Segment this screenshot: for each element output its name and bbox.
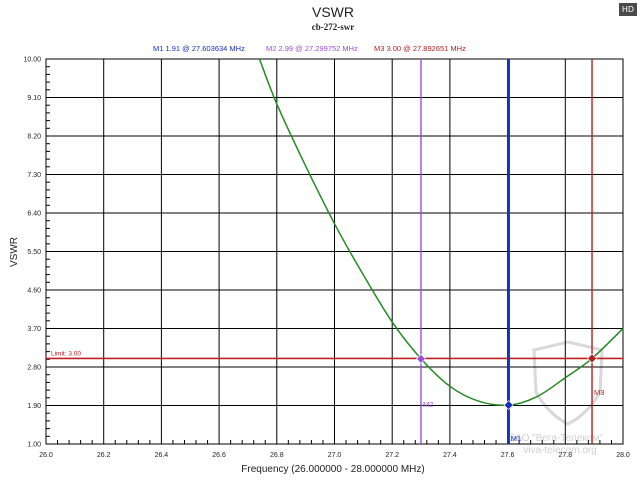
x-tick-label: 27.6 — [501, 452, 515, 459]
y-axis-label: VSWR — [9, 237, 20, 267]
x-tick-label: 27.0 — [328, 452, 342, 459]
x-tick-label: 27.8 — [558, 452, 572, 459]
chart-title: VSWR — [312, 4, 354, 20]
minor-ticks — [46, 66, 612, 444]
x-tick-label: 26.4 — [155, 452, 169, 459]
marker-legend: M1 1.91 @ 27.603634 MHz M2 2.99 @ 27.2997… — [153, 44, 466, 53]
legend-entry-m2: M2 2.99 @ 27.299752 MHz — [266, 44, 358, 53]
watermark: ЗАО "Вега-Телеком" viva-telecom.org — [509, 340, 604, 456]
legend-entry-m1: M1 1.91 @ 27.603634 MHz — [153, 44, 245, 53]
x-tick-label: 26.0 — [39, 452, 53, 459]
x-tick-labels: 26.0 26.2 26.4 26.6 26.8 27.0 27.2 27.4 27.6 27.8… — [39, 452, 630, 459]
y-tick-label: 3.70 — [27, 326, 41, 333]
marker-label-m1: M1 — [511, 434, 521, 443]
marker-label-m2: M2 — [423, 400, 433, 409]
limit-line: Limit: 3.00 — [46, 350, 623, 360]
y-tick-label: 1.90 — [27, 403, 41, 410]
y-tick-label: 5.50 — [27, 249, 41, 256]
x-axis-label: Frequency (26.000000 - 28.000000 MHz) — [241, 464, 424, 475]
x-tick-label: 27.2 — [385, 452, 399, 459]
x-tick-label: 26.2 — [97, 452, 111, 459]
y-tick-label: 8.20 — [27, 134, 41, 141]
marker-label-m3: M3 — [594, 388, 604, 397]
legend-entry-m3: M3 3.00 @ 27.892651 MHz — [374, 44, 466, 53]
x-tick-label: 27.4 — [443, 452, 457, 459]
y-tick-labels: 1.00 1.90 2.80 3.70 4.60 5.50 6.40 7.30 8.20 9.10… — [23, 57, 41, 449]
x-tick-label: 28.0 — [616, 452, 630, 459]
y-tick-label: 1.00 — [27, 442, 41, 449]
y-tick-label: 4.60 — [27, 288, 41, 295]
marker-point-m3 — [587, 353, 597, 364]
watermark-shield-icon — [532, 340, 604, 426]
y-tick-label: 7.30 — [27, 172, 41, 179]
limit-label: Limit: 3.00 — [51, 350, 81, 357]
vswr-curve — [258, 58, 624, 407]
watermark-org: ЗАО "Вега-Телеком" — [509, 433, 603, 444]
marker-point-m1 — [503, 400, 514, 410]
y-tick-label: 6.40 — [27, 211, 41, 218]
chart-subtitle: cb-272-swr — [312, 22, 355, 32]
watermark-site: viva-telecom.org — [523, 445, 596, 456]
x-tick-label: 26.8 — [270, 452, 284, 459]
y-tick-label: 10.00 — [23, 57, 41, 64]
hd-badge: HD — [619, 3, 637, 16]
marker-point-m2 — [416, 353, 426, 364]
y-tick-label: 9.10 — [27, 95, 41, 102]
marker-lines: M1 M2 M3 — [420, 59, 604, 444]
vswr-curve-group — [258, 58, 624, 407]
marker-points — [416, 353, 597, 410]
x-tick-label: 26.6 — [212, 452, 226, 459]
y-tick-label: 2.80 — [27, 365, 41, 372]
